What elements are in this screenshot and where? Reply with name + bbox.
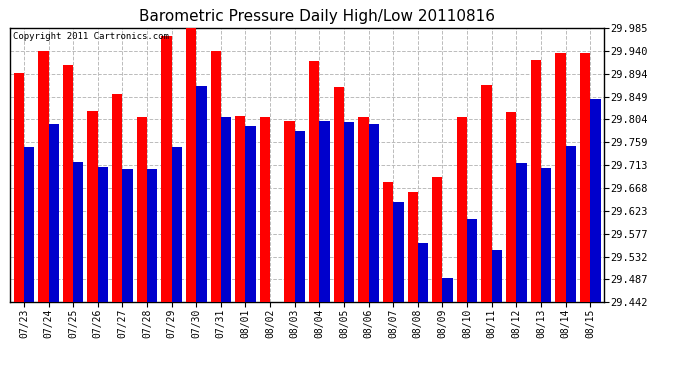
Bar [122,169,132,302]
Bar [221,117,231,302]
Bar [344,122,355,302]
Bar [284,122,295,302]
Bar [590,99,600,302]
Text: Copyright 2011 Cartronics.com: Copyright 2011 Cartronics.com [13,32,169,41]
Bar [161,36,172,302]
Bar [309,61,319,302]
Bar [516,163,526,302]
Bar [531,60,541,302]
Bar [467,219,477,302]
Bar [235,116,246,302]
Bar [259,117,270,302]
Bar [112,94,122,302]
Bar [383,182,393,302]
Bar [334,87,344,302]
Bar [368,124,379,302]
Bar [555,53,566,302]
Bar [38,51,48,302]
Text: Barometric Pressure Daily High/Low 20110816: Barometric Pressure Daily High/Low 20110… [139,9,495,24]
Bar [14,74,24,302]
Bar [418,243,428,302]
Bar [73,162,83,302]
Bar [580,53,590,302]
Bar [210,51,221,302]
Bar [137,117,147,302]
Bar [172,147,182,302]
Bar [566,146,576,302]
Bar [492,250,502,302]
Bar [506,112,516,302]
Bar [358,117,368,302]
Bar [88,111,98,302]
Bar [24,147,34,302]
Bar [432,177,442,302]
Bar [408,192,418,302]
Bar [482,85,492,302]
Bar [246,126,256,302]
Bar [541,168,551,302]
Bar [48,124,59,302]
Bar [457,117,467,302]
Bar [98,167,108,302]
Bar [393,202,404,302]
Bar [186,28,196,302]
Bar [63,65,73,302]
Bar [319,122,330,302]
Bar [196,86,206,302]
Bar [442,278,453,302]
Bar [295,132,305,302]
Bar [147,169,157,302]
